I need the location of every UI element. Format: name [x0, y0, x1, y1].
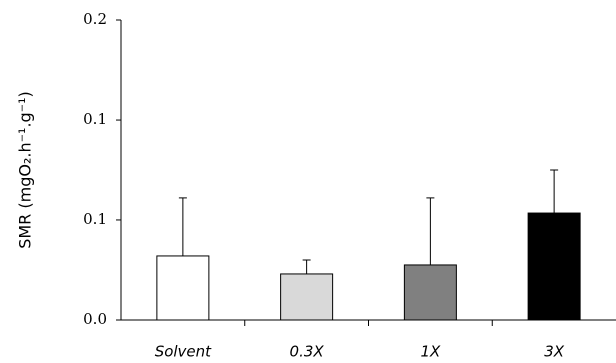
- y-tick-label: 0.2: [83, 10, 107, 28]
- x-tick-label: 0.3X: [290, 343, 325, 361]
- y-tick-label: 0.1: [83, 110, 107, 128]
- bar: [527, 212, 581, 321]
- bar: [280, 273, 334, 321]
- y-axis-label: SMR (mgO₂.h⁻¹.g⁻¹): [16, 91, 35, 249]
- x-tick-label: Solvent: [155, 343, 212, 361]
- bar: [403, 264, 457, 321]
- bar: [156, 255, 210, 321]
- x-tick-label: 1X: [420, 343, 441, 361]
- y-tick-label: 0.1: [83, 210, 107, 228]
- x-tick-label: 3X: [544, 343, 565, 361]
- y-tick-label: 0.0: [83, 310, 107, 328]
